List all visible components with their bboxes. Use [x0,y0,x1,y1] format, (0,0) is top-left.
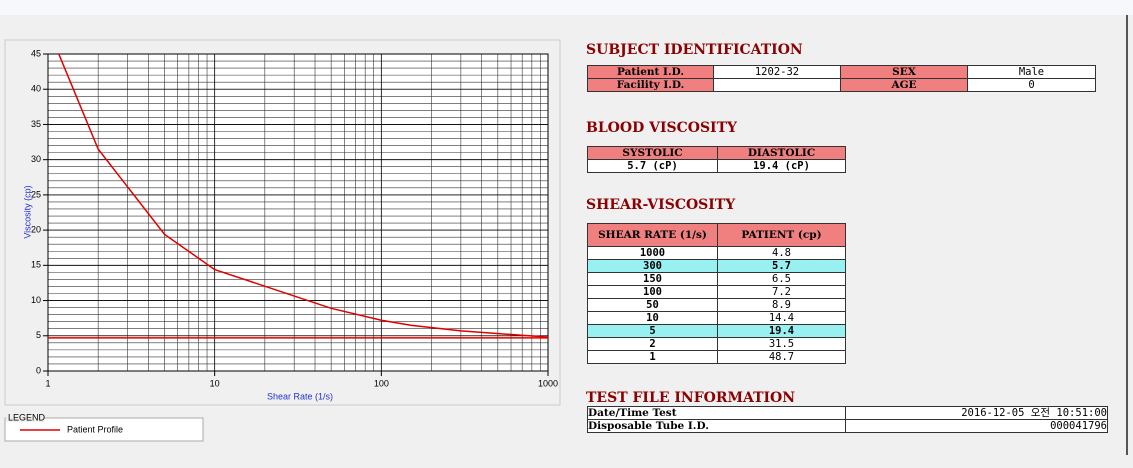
field-value: 0 [967,78,1096,92]
field-label: AGE [840,78,968,92]
section-title: SUBJECT IDENTIFICATION [586,42,803,58]
field-label: Patient I.D. [587,65,714,79]
scrollbar-edge [1126,15,1128,455]
table-cell: 8.9 [717,298,846,312]
header: SYSTOLIC [587,146,718,160]
y-tick-label: 0 [36,365,41,375]
table-cell: 48.7 [717,350,846,364]
table-cell: 7.2 [717,285,846,299]
table-cell: 300 [587,259,718,273]
table-row: 50 8.9 [587,298,846,312]
table-row: 150 6.5 [587,272,846,286]
legend-box [4,417,204,442]
x-tick-label: 10 [210,378,220,388]
field-value [713,78,841,92]
section-title: TEST FILE INFORMATION [586,390,796,406]
field-value: 1202-32 [713,65,841,79]
value: 5.7 (cP) [587,159,718,173]
table-cell: 2 [587,337,718,351]
field-label: Facility I.D. [587,78,714,92]
x-tick-label: 1000 [538,378,558,388]
table-cell: 5 [587,324,718,338]
value: 19.4 (cP) [717,159,846,173]
plot-area [47,53,549,372]
x-axis-label: Shear Rate (1/s) [267,391,333,401]
y-tick-label: 30 [31,154,41,164]
table-cell: 6.5 [717,272,846,286]
table-row: 100 7.2 [587,285,846,299]
y-tick-label: 40 [31,84,41,94]
table-cell: 5.7 [717,259,846,273]
line-series [57,54,548,338]
table-cell: 1 [587,350,718,364]
header: DIASTOLIC [717,146,846,160]
field-value: 2016-12-05 오전 10:51:00 [845,406,1108,420]
x-tick-label: 1 [45,378,50,388]
table-row: 1 48.7 [587,350,846,364]
field-label: Disposable Tube I.D. [587,419,846,433]
table-cell: 10 [587,311,718,325]
legend-label: Patient Profile [67,424,123,434]
x-tick-label: 100 [374,378,389,388]
table-cell: 19.4 [717,324,846,338]
header: PATIENT (cp) [717,223,846,247]
table-cell: 50 [587,298,718,312]
y-tick-label: 5 [36,330,41,340]
y-tick-label: 35 [31,119,41,129]
y-tick-label: 25 [31,189,41,199]
table-row: 1000 4.8 [587,246,846,260]
legend-title: LEGEND [8,412,46,422]
table-cell: 100 [587,285,718,299]
table-row: 2 31.5 [587,337,846,351]
blood-table: SYSTOLIC DIASTOLIC 5.7 (cP) 19.4 (cP) [587,146,846,173]
header: SHEAR RATE (1/s) [587,223,718,247]
table-row: 300 5.7 [587,259,846,273]
top-strip [0,0,1133,15]
chart: Shear Rate (1/s) Viscosity (cp) LEGEND 0… [4,39,561,442]
shear-table: SHEAR RATE (1/s) PATIENT (cp) 1000 4.8 300 5… [587,223,846,364]
test-file-table: Date/Time Test 2016-12-05 오전 10:51:00 Dis… [587,406,1108,433]
section-title: BLOOD VISCOSITY [586,120,738,136]
table-row: 5 19.4 [587,324,846,338]
y-tick-label: 20 [31,224,41,234]
y-axis-label: Viscosity (cp) [22,185,32,238]
legend-title-bg [6,412,44,422]
table-cell: 1000 [587,246,718,260]
y-tick-label: 45 [31,48,41,58]
table-cell: 31.5 [717,337,846,351]
table-row: 10 14.4 [587,311,846,325]
section-title: SHEAR-VISCOSITY [586,197,736,213]
subject-table: Patient I.D. 1202-32 SEX Male Facility I.D.… [587,65,1096,92]
field-label: Date/Time Test [587,406,846,420]
table-cell: 14.4 [717,311,846,325]
field-value: Male [967,65,1096,79]
field-value: 000041796 [845,419,1108,433]
y-tick-label: 10 [31,295,41,305]
table-cell: 4.8 [717,246,846,260]
table-cell: 150 [587,272,718,286]
y-tick-label: 15 [31,260,41,270]
field-label: SEX [840,65,968,79]
